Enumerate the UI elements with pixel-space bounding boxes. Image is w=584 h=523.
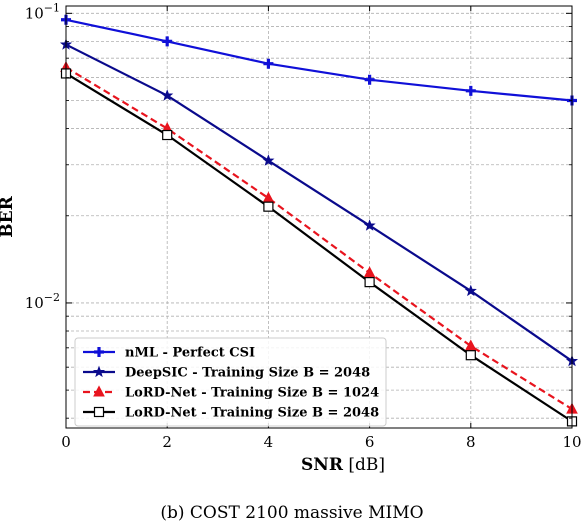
legend-swatch-marker	[93, 385, 105, 397]
series-2-line	[65, 43, 573, 362]
series-1-point-marker	[465, 85, 476, 96]
series-4-point-marker	[465, 350, 476, 361]
series-4-point-marker	[364, 277, 375, 288]
legend-label: DeepSIC - Training Size B = 2048	[125, 366, 370, 381]
legend-label: LoRD-Net - Training Size B = 2048	[125, 406, 379, 421]
series-2-point-marker	[161, 89, 174, 101]
series-1-point-marker	[162, 36, 173, 47]
legend-entry-2: DeepSIC - Training Size B = 2048	[83, 366, 370, 381]
figure-caption: (b) COST 2100 massive MIMO	[160, 503, 424, 523]
legend-label: LoRD-Net - Training Size B = 1024	[125, 386, 379, 401]
legend-swatch-marker	[92, 365, 106, 378]
series-2-point-marker	[464, 284, 477, 297]
legend-box	[74, 337, 387, 427]
legend-entry-1: nML - Perfect CSI	[83, 346, 255, 361]
x-tick-label: 4	[264, 433, 274, 451]
legend: nML - Perfect CSI DeepSIC - Training Size…	[74, 337, 387, 427]
series-4-point-marker	[162, 129, 173, 141]
x-axis-label: SNR [dB]	[301, 455, 385, 475]
series-4-line	[65, 72, 573, 423]
y-tick-label: 10−2	[25, 291, 60, 312]
x-tick-label: 10	[562, 433, 581, 451]
series-1-line	[65, 18, 573, 102]
y-axis-label: BER	[0, 195, 17, 237]
x-tick-label: 0	[61, 433, 71, 451]
series-layer	[59, 14, 579, 427]
series-1-point-marker	[263, 58, 274, 69]
series-1-point-marker	[364, 74, 375, 85]
legend-entry-3: LoRD-Net - Training Size B = 1024	[83, 385, 379, 401]
legend-label: nML - Perfect CSI	[125, 346, 255, 361]
y-tick-label: 10−1	[25, 1, 60, 22]
series-2-point-marker	[262, 154, 275, 166]
axes: 0 2 4 6 8 10 10−2 10−1	[25, 1, 582, 451]
legend-swatch-marker	[94, 347, 104, 357]
x-axis-label-unit: [dB]	[343, 455, 385, 475]
series-3-line	[65, 66, 573, 411]
series-3-point-marker	[363, 266, 376, 278]
x-tick-label: 6	[365, 433, 375, 451]
series-2-point-marker	[363, 219, 376, 231]
legend-entry-4: LoRD-Net - Training Size B = 2048	[83, 406, 379, 421]
series-3-point-marker	[262, 191, 275, 203]
series-3-point-marker	[464, 339, 477, 351]
x-axis-label-main: SNR	[301, 455, 344, 475]
x-tick-label: 8	[466, 433, 476, 451]
legend-swatch-marker	[93, 406, 105, 418]
plot-frame	[65, 5, 573, 429]
x-tick-label: 2	[162, 433, 172, 451]
series-4-point-marker	[263, 201, 274, 212]
series-1	[61, 14, 577, 106]
